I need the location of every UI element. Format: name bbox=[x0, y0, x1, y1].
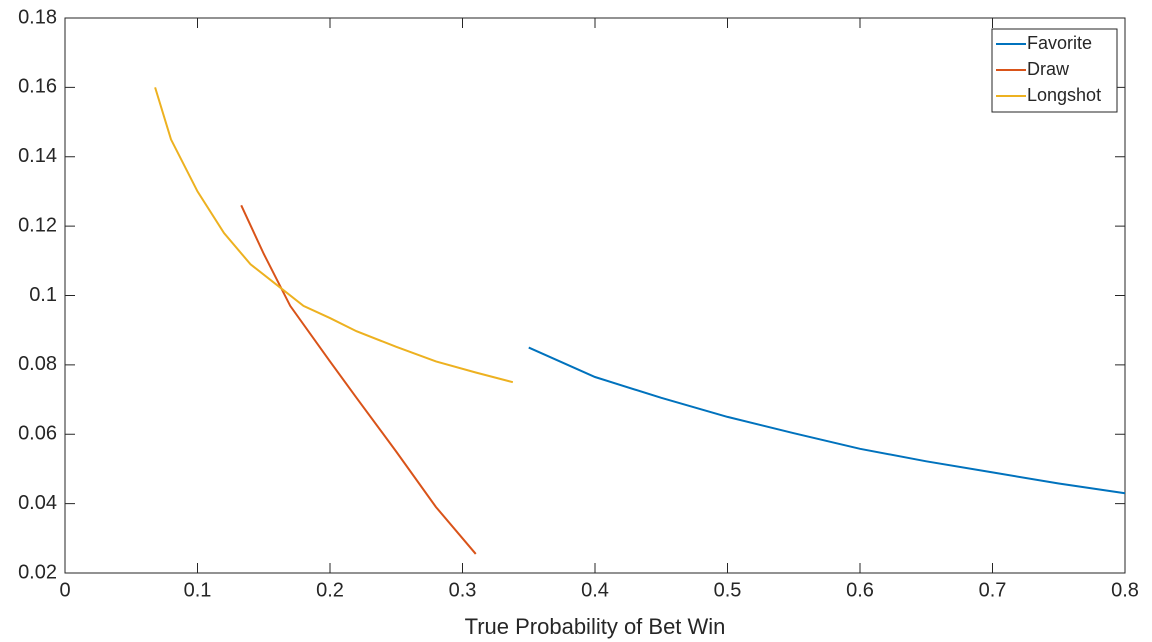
y-tick-label: 0.12 bbox=[18, 214, 57, 236]
x-tick-label: 0.7 bbox=[979, 579, 1007, 601]
x-tick-label: 0.6 bbox=[846, 579, 874, 601]
plot-frame bbox=[64, 17, 1126, 574]
y-tick-label: 0.1 bbox=[29, 284, 57, 306]
y-tick-label: 0.06 bbox=[18, 423, 57, 445]
y-tick-label: 0.04 bbox=[18, 492, 57, 514]
series-line bbox=[240, 204, 477, 555]
y-tick-label: 0.14 bbox=[18, 145, 57, 167]
y-tick-label: 0.02 bbox=[18, 561, 57, 583]
y-tick-label: 0.08 bbox=[18, 353, 57, 375]
y-tick-label: 0.18 bbox=[18, 6, 57, 28]
x-tick-label: 0.8 bbox=[1111, 579, 1139, 601]
legend-label: Draw bbox=[1027, 59, 1070, 79]
series-line bbox=[528, 346, 1126, 495]
series-line bbox=[154, 87, 514, 384]
x-tick-label: 0.4 bbox=[581, 579, 609, 601]
legend-label: Longshot bbox=[1027, 85, 1101, 105]
x-tick-label: 0.2 bbox=[316, 579, 344, 601]
x-axis-label: True Probability of Bet Win bbox=[465, 614, 726, 639]
x-tick-label: 0.1 bbox=[184, 579, 212, 601]
x-tick-label: 0 bbox=[59, 579, 70, 601]
x-tick-label: 0.5 bbox=[714, 579, 742, 601]
legend-label: Favorite bbox=[1027, 33, 1092, 53]
x-tick-label: 0.3 bbox=[449, 579, 477, 601]
y-tick-label: 0.16 bbox=[18, 76, 57, 98]
